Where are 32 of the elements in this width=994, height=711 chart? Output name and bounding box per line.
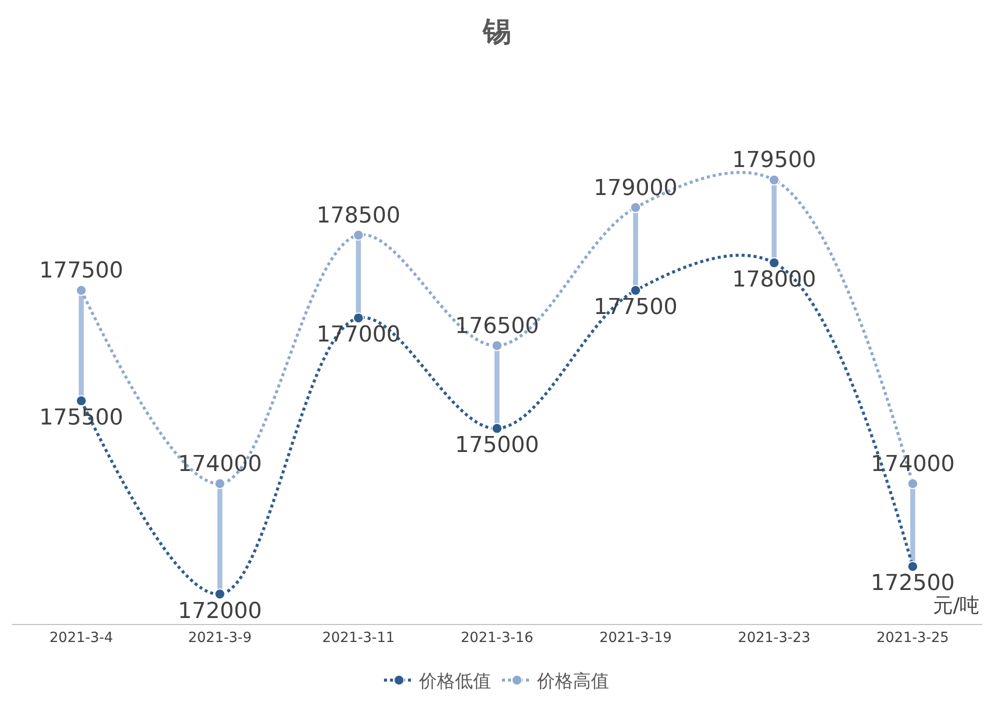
- data-label: 178500: [316, 203, 400, 228]
- chart-title: 锡: [482, 14, 511, 48]
- point: [768, 174, 780, 186]
- data-label: 175000: [455, 433, 539, 458]
- point: [352, 230, 364, 241]
- point: [214, 588, 226, 600]
- x-tick-label: 2021-3-9: [188, 630, 252, 646]
- point: [76, 284, 87, 296]
- point: [76, 395, 87, 406]
- x-tick-label: 2021-3-16: [460, 630, 534, 646]
- point: [907, 478, 918, 490]
- point: [768, 257, 780, 268]
- x-tick-label: 2021-3-23: [738, 630, 810, 646]
- legend-label: 价格低值: [418, 671, 491, 692]
- data-label: 174000: [870, 452, 955, 477]
- point: [630, 202, 642, 214]
- point: [907, 560, 918, 572]
- x-tick-label: 2021-3-4: [50, 630, 114, 646]
- data-label: 177500: [39, 258, 124, 284]
- data-label: 172000: [178, 598, 262, 624]
- point: [352, 312, 364, 324]
- data-label: 175500: [39, 406, 124, 431]
- x-tick-label: 2021-3-25: [876, 630, 949, 646]
- point: [492, 422, 502, 434]
- data-label: 179000: [594, 176, 678, 201]
- point: [492, 340, 502, 352]
- x-tick-label: 2021-3-19: [599, 630, 672, 646]
- legend-label: 价格高值: [536, 671, 609, 692]
- data-label: 179500: [732, 148, 816, 174]
- x-tick-label: 2021-3-11: [322, 630, 395, 646]
- point: [214, 478, 226, 490]
- point: [630, 284, 642, 296]
